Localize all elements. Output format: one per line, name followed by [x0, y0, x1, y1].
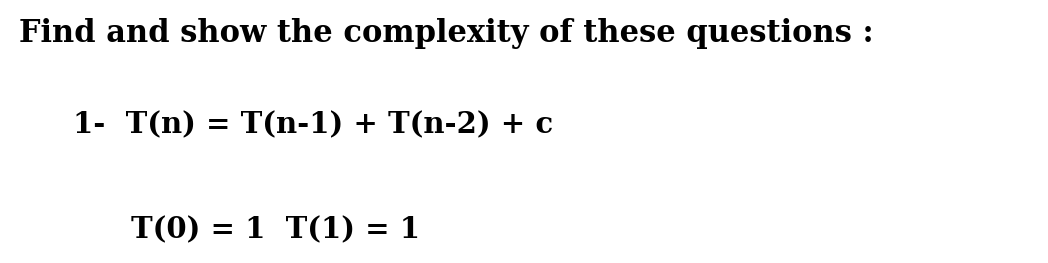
Text: Find and show the complexity of these questions :: Find and show the complexity of these qu… [19, 18, 874, 49]
Text: 1-  T(n) = T(n-1) + T(n-2) + c: 1- T(n) = T(n-1) + T(n-2) + c [73, 110, 553, 139]
Text: T(0) = 1  T(1) = 1: T(0) = 1 T(1) = 1 [131, 216, 420, 245]
